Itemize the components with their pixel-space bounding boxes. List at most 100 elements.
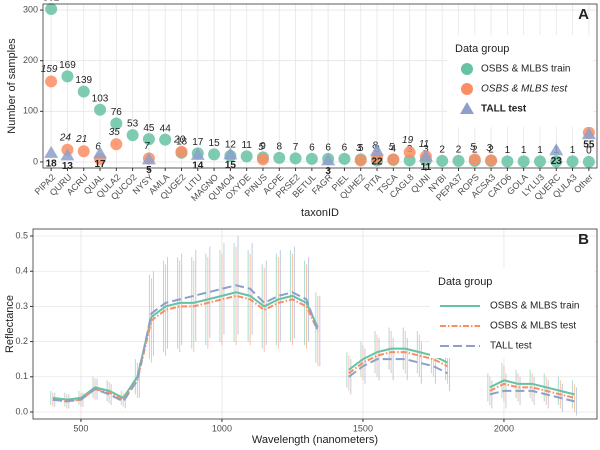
data-label: 169 (59, 60, 76, 71)
data-label: 55 (583, 140, 595, 151)
legend-marker (461, 63, 473, 75)
x-tick-label: 1500 (353, 423, 373, 433)
data-point (418, 149, 433, 162)
data-point (436, 154, 449, 167)
data-label: 17 (192, 137, 204, 148)
legend-label: TALL test (490, 341, 532, 352)
y-tick-label: 0.2 (15, 336, 28, 346)
data-label: 11 (421, 162, 432, 173)
y-tick-label: 0.4 (15, 266, 28, 276)
data-label: 76 (111, 107, 123, 118)
data-label: 5 (358, 143, 364, 154)
data-point (517, 155, 530, 168)
data-label: 14 (192, 160, 204, 171)
data-label: 6 (325, 143, 331, 154)
data-label: 3 (325, 166, 331, 177)
data-label: 5 (258, 142, 264, 153)
data-label: 24 (59, 132, 72, 143)
data-label: 6 (95, 142, 101, 153)
data-label: 1 (521, 145, 527, 156)
data-label: 103 (92, 93, 109, 104)
data-point (159, 133, 172, 146)
x-tick-label: 1000 (212, 423, 232, 433)
x-axis-label: Wavelength (nanometers) (252, 434, 378, 446)
data-point (45, 75, 58, 88)
x-tick-label: 2000 (494, 423, 514, 433)
data-point (256, 153, 269, 166)
data-line (52, 294, 575, 403)
data-point (581, 127, 596, 140)
data-point (240, 150, 253, 163)
data-point (61, 70, 74, 83)
data-label: 22 (371, 156, 383, 167)
legend-label: OSBS & MLBS test (490, 321, 576, 332)
data-point (550, 155, 563, 168)
data-label: 45 (143, 123, 155, 134)
data-point (175, 145, 188, 158)
data-label: 53 (127, 119, 139, 130)
data-label: 7 (144, 141, 150, 152)
data-point (289, 152, 302, 165)
data-line (52, 284, 575, 403)
data-point (452, 154, 465, 167)
data-point (566, 155, 579, 168)
legend-title: Data group (438, 276, 492, 288)
legend-label: TALL test (481, 104, 527, 115)
y-tick-label: 100 (23, 106, 38, 116)
data-label: 159 (41, 64, 58, 75)
data-point (126, 129, 139, 142)
data-point (305, 152, 318, 165)
data-point (354, 154, 367, 167)
data-point (190, 147, 205, 160)
data-label: 1 (570, 145, 576, 156)
data-label: 7 (293, 142, 299, 153)
data-label: 20 (173, 134, 186, 145)
data-point (485, 154, 498, 167)
panel-label: B (578, 231, 589, 248)
data-point (208, 148, 221, 161)
data-label: 2 (488, 145, 494, 156)
data-label: 35 (109, 127, 121, 138)
data-point (110, 117, 123, 130)
y-tick-label: 0.5 (15, 230, 28, 240)
legend-marker (460, 102, 474, 114)
data-label: 18 (46, 158, 58, 169)
data-point (582, 155, 595, 168)
data-label: 12 (225, 139, 237, 150)
data-point (321, 153, 336, 166)
y-tick-label: 0.3 (15, 301, 28, 311)
data-label: 6 (309, 143, 315, 154)
data-label: 1 (537, 145, 543, 156)
data-label: 3 (486, 143, 492, 154)
y-tick-label: 300 (23, 4, 38, 14)
data-label: 18 (176, 136, 188, 147)
data-point (93, 146, 108, 159)
data-label: 8 (276, 142, 282, 153)
data-label: 3 (356, 143, 362, 154)
data-point (223, 147, 238, 160)
plot-border (42, 3, 598, 169)
data-label: 6 (342, 143, 348, 154)
data-label: 9 (260, 141, 266, 152)
data-label: 1 (505, 145, 511, 156)
data-point (60, 148, 75, 161)
data-label: 17 (94, 159, 106, 170)
data-point (44, 145, 59, 158)
data-label: 0 (586, 146, 592, 157)
data-point (77, 145, 90, 158)
data-label: 139 (75, 75, 92, 86)
legend-title: Data group (455, 43, 509, 55)
data-label: 2 (472, 145, 478, 156)
data-label: 21 (75, 134, 87, 145)
y-axis-label: Reflectance (4, 295, 16, 353)
data-label: 19 (402, 135, 414, 146)
data-label: 2 (456, 145, 462, 156)
data-point (501, 155, 514, 168)
data-point (142, 133, 155, 146)
data-point (533, 155, 546, 168)
legend-label: OSBS & MLBS test (481, 84, 568, 95)
x-tick-label: Other (572, 172, 595, 195)
data-label: 23 (551, 156, 563, 167)
data-point (370, 143, 385, 156)
